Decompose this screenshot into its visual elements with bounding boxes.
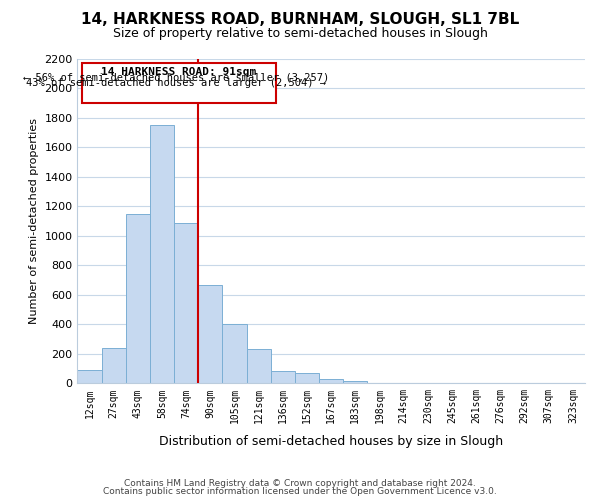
Bar [247, 350, 271, 384]
Bar [198, 284, 223, 384]
Text: 14 HARKNESS ROAD: 91sqm: 14 HARKNESS ROAD: 91sqm [101, 67, 256, 77]
Bar [295, 373, 319, 384]
Bar [174, 222, 198, 384]
Text: ← 56% of semi-detached houses are smaller (3,257): ← 56% of semi-detached houses are smalle… [23, 72, 329, 83]
Bar [101, 348, 125, 384]
Text: 43% of semi-detached houses are larger (2,504) →: 43% of semi-detached houses are larger (… [26, 78, 326, 88]
Text: Contains public sector information licensed under the Open Government Licence v3: Contains public sector information licen… [103, 487, 497, 496]
Bar [125, 214, 150, 384]
Bar [319, 379, 343, 384]
Bar [367, 382, 392, 384]
Y-axis label: Number of semi-detached properties: Number of semi-detached properties [29, 118, 38, 324]
Bar [343, 381, 367, 384]
FancyBboxPatch shape [82, 62, 275, 103]
Text: 14, HARKNESS ROAD, BURNHAM, SLOUGH, SL1 7BL: 14, HARKNESS ROAD, BURNHAM, SLOUGH, SL1 … [81, 12, 519, 28]
Bar [223, 324, 247, 384]
X-axis label: Distribution of semi-detached houses by size in Slough: Distribution of semi-detached houses by … [159, 434, 503, 448]
Text: Contains HM Land Registry data © Crown copyright and database right 2024.: Contains HM Land Registry data © Crown c… [124, 478, 476, 488]
Bar [271, 370, 295, 384]
Bar [150, 126, 174, 384]
Bar [77, 370, 101, 384]
Text: Size of property relative to semi-detached houses in Slough: Size of property relative to semi-detach… [113, 28, 487, 40]
